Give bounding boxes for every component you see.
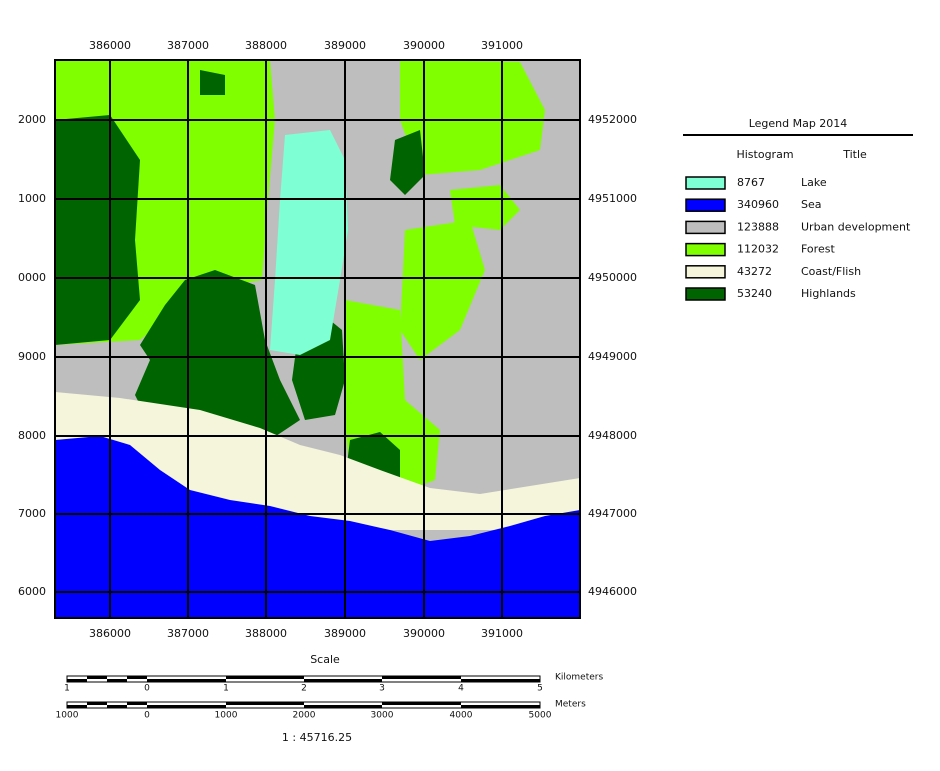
legend-title: Legend Map 2014	[749, 117, 848, 130]
scale-label: 3000	[371, 711, 394, 721]
legend-swatch	[685, 242, 726, 257]
legend-swatch	[685, 220, 726, 235]
map-image	[55, 60, 580, 618]
scale-label: 2000	[293, 711, 316, 721]
sea-area	[55, 436, 580, 618]
legend-header: Title	[842, 148, 867, 161]
legend-label: Sea	[801, 198, 822, 211]
scale-label: 5000	[529, 711, 552, 721]
y-coord-label: 4952000	[588, 113, 637, 126]
scale-label: 0	[144, 684, 150, 694]
x-coord-label: 389000	[324, 627, 366, 640]
x-coord-label: 386000	[89, 627, 131, 640]
legend-label: Lake	[801, 176, 827, 189]
y-coord-label: 4951000	[588, 192, 637, 205]
scale-ratio: 1 : 45716.25	[282, 731, 352, 744]
y-coord-label: 0000	[18, 271, 46, 284]
legend-count: 123888	[737, 220, 779, 233]
map-grid	[55, 60, 580, 618]
legend-count: 53240	[737, 287, 772, 300]
x-coord-label: 388000	[245, 39, 287, 52]
scale-title: Scale	[310, 653, 340, 666]
y-coord-label: 7000	[18, 507, 46, 520]
x-coord-label: 386000	[89, 39, 131, 52]
scale-label: 1	[64, 684, 70, 694]
scale-label: 4000	[450, 711, 473, 721]
forest-area	[120, 60, 170, 120]
y-coord-label: 2000	[18, 113, 46, 126]
km-scale-bar	[66, 675, 541, 683]
scale-label: 1000	[56, 711, 79, 721]
y-coord-label: 4946000	[588, 585, 637, 598]
lake-area	[270, 130, 348, 355]
x-coord-label: 390000	[403, 39, 445, 52]
y-coord-label: 4948000	[588, 429, 637, 442]
legend: 8767 Lake 340960 Sea 123888 Urban development…	[685, 176, 911, 301]
y-coord-label: 4950000	[588, 271, 637, 284]
forest-area	[400, 220, 485, 360]
y-coord-label: 9000	[18, 350, 46, 363]
scale-label: 1	[223, 684, 229, 694]
x-coord-label: 389000	[324, 39, 366, 52]
map-frame	[54, 59, 581, 619]
scale-label: 2	[301, 684, 307, 694]
legend-label: Urban development	[801, 220, 911, 233]
y-coord-label: 4949000	[588, 350, 637, 363]
legend-label: Forest	[801, 243, 835, 256]
legend-label: Coast/Flish	[801, 265, 861, 278]
m-scale-bar	[66, 701, 541, 709]
x-coord-label: 391000	[481, 627, 523, 640]
highland-area	[200, 70, 225, 95]
x-coord-label: 391000	[481, 39, 523, 52]
x-coord-label: 387000	[167, 627, 209, 640]
legend-swatch	[685, 265, 726, 279]
legend-count: 43272	[737, 265, 772, 278]
scale-label: 3	[379, 684, 385, 694]
legend-count: 112032	[737, 243, 779, 256]
legend-count: 8767	[737, 176, 765, 189]
highland-area	[390, 130, 425, 195]
legend-swatch	[685, 287, 726, 301]
legend-swatch	[685, 176, 726, 190]
legend-swatch	[685, 198, 726, 212]
scale-label: 1000	[215, 711, 238, 721]
legend-header: Histogram	[736, 148, 793, 161]
legend-count: 340960	[737, 198, 779, 211]
highland-area	[135, 270, 300, 450]
scale-label: 0	[144, 711, 150, 721]
y-coord-label: 4947000	[588, 507, 637, 520]
y-coord-label: 8000	[18, 429, 46, 442]
highland-area	[55, 115, 140, 345]
scale-label: 5	[537, 684, 543, 694]
x-coord-label: 388000	[245, 627, 287, 640]
legend-label: Highlands	[801, 287, 856, 300]
forest-area	[400, 60, 545, 175]
scale-unit: Kilometers	[555, 673, 603, 683]
y-coord-label: 1000	[18, 192, 46, 205]
scale-unit: Meters	[555, 700, 586, 710]
x-coord-label: 390000	[403, 627, 445, 640]
x-coord-label: 387000	[167, 39, 209, 52]
scale-label: 4	[458, 684, 464, 694]
y-coord-label: 6000	[18, 585, 46, 598]
